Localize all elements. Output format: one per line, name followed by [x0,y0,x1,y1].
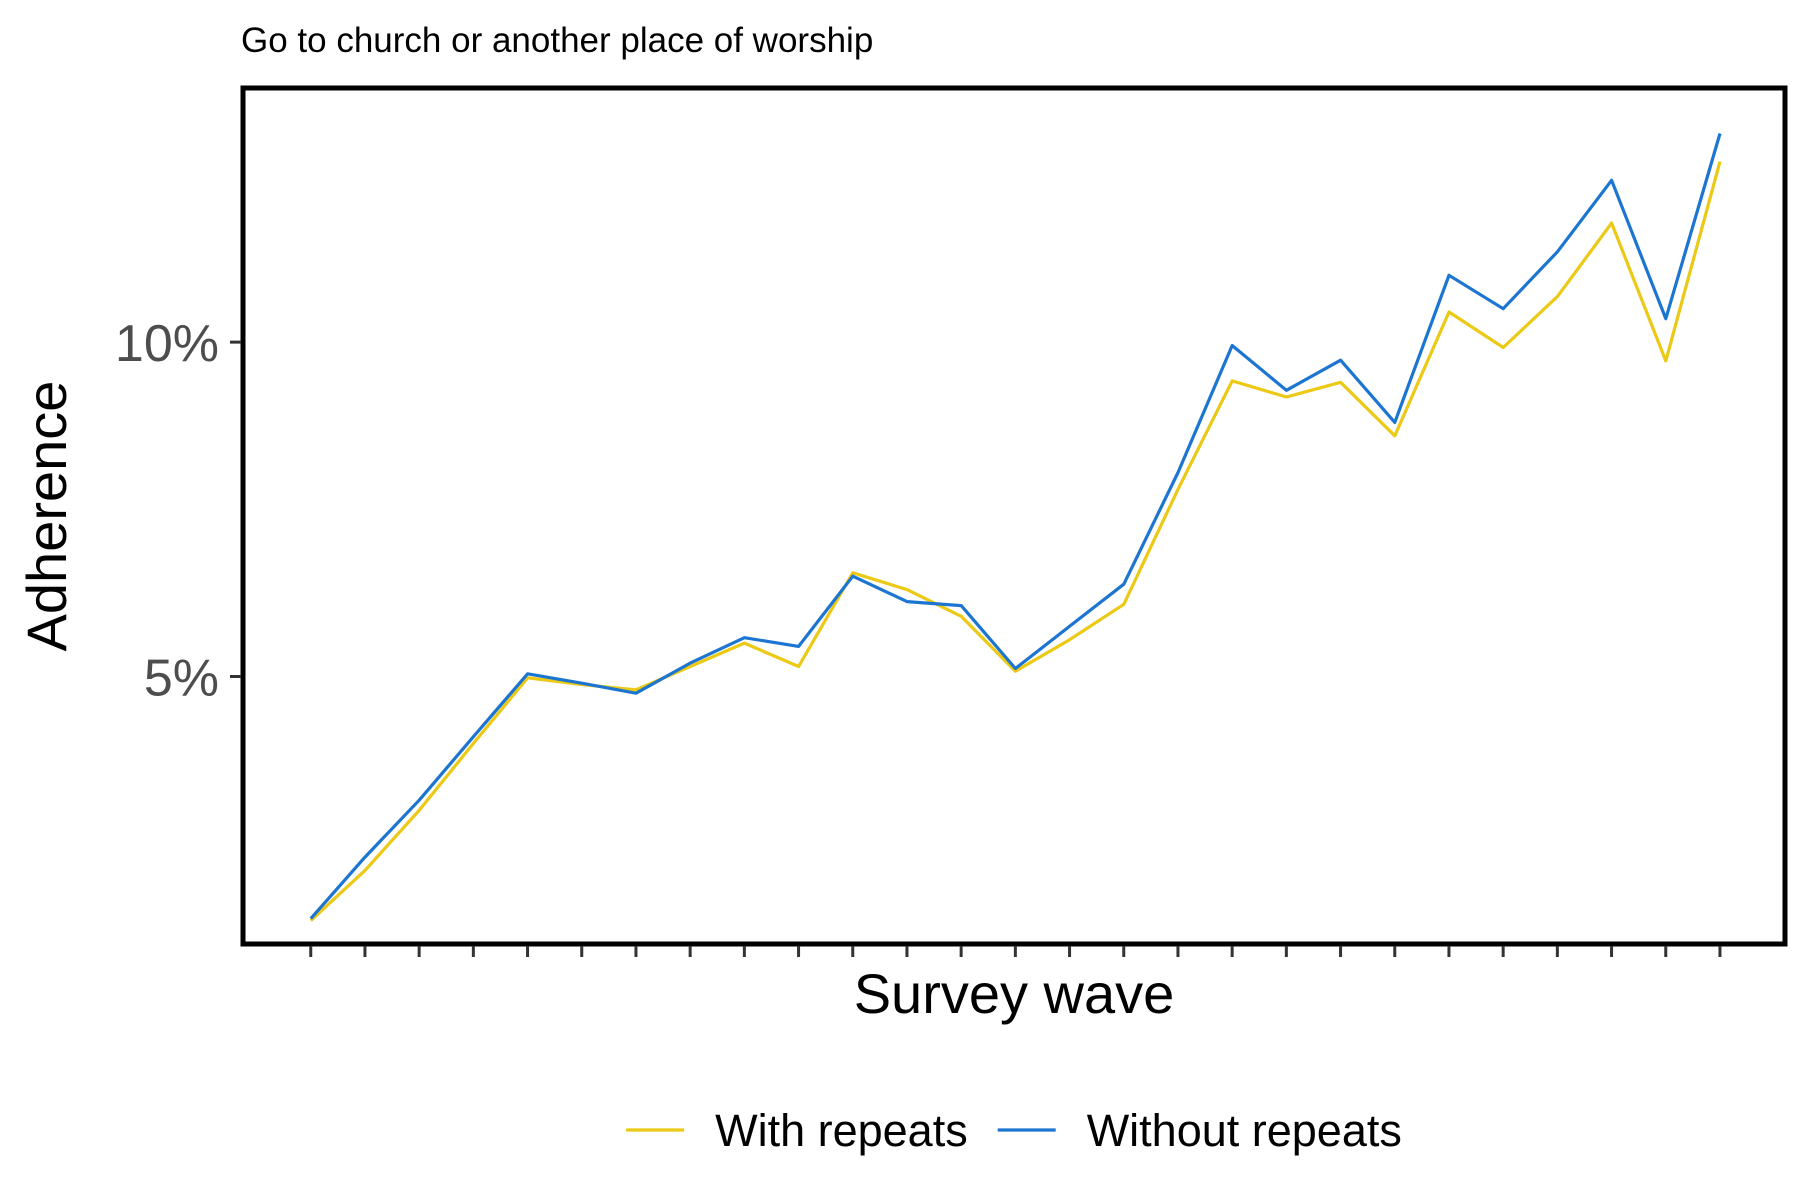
y-axis-title: Adherence [15,381,78,652]
series-layer [309,133,1722,922]
y-tick-label-2: 10% [115,315,219,373]
legend: With repeats Without repeats [626,1105,1402,1156]
series-line-2 [309,133,1722,920]
legend-item-1: With repeats [626,1105,968,1156]
x-axis-ticks [309,946,1722,957]
chart-title: Go to church or another place of worship [241,21,873,60]
series-line-1 [309,161,1722,922]
legend-label-2: Without repeats [1087,1105,1402,1156]
plot-panel-border [240,85,1788,947]
legend-item-2: Without repeats [997,1105,1402,1156]
x-axis-title: Survey wave [854,962,1175,1025]
y-tick-label-1: 5% [144,650,219,708]
legend-label-1: With repeats [715,1105,968,1156]
y-axis-ticks: 5% 10% [115,315,241,708]
